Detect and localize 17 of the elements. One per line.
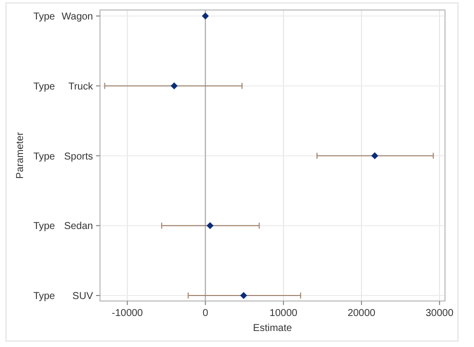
category-label: Type Truck (33, 81, 93, 92)
point (206, 222, 214, 230)
category-label: Type SUV (33, 291, 93, 302)
y-axis-title: Parameter (15, 131, 26, 179)
x-tick-label: -10000 (112, 308, 144, 319)
point (240, 292, 248, 299)
x-axis-title: Estimate (253, 323, 292, 334)
x-tick-label: 20000 (348, 308, 376, 319)
y-tick-label: Type Wagon (33, 12, 93, 22)
y-tick-label: Type Sports (33, 151, 93, 162)
y-tick-label: Type Sedan (33, 221, 93, 232)
point (371, 152, 378, 160)
x-tick-label: 10000 (270, 308, 298, 319)
x-tick-label: 30000 (426, 308, 454, 319)
point (170, 82, 178, 90)
x-tick-label: 0 (202, 308, 209, 319)
point (202, 12, 209, 20)
